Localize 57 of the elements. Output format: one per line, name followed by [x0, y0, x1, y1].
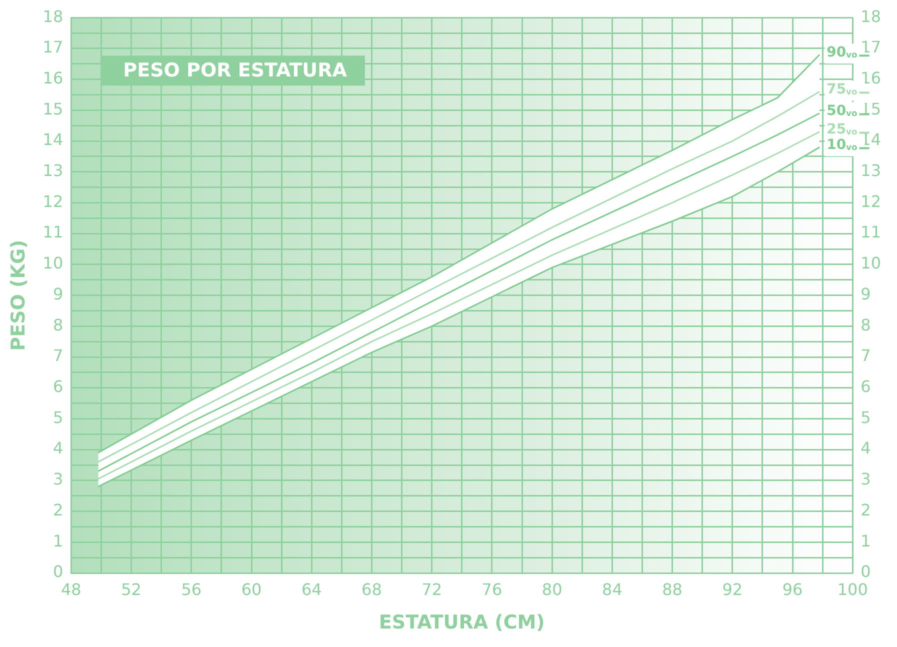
- y-tick-label: 6: [52, 377, 64, 396]
- y-tick-label: 10: [42, 254, 64, 273]
- y-tick-label: 8: [52, 315, 64, 334]
- y-tick-label: 18: [42, 6, 64, 26]
- y-tick-label: 9: [52, 284, 64, 304]
- legend-label: 25vo: [826, 121, 858, 138]
- x-tick-label: 52: [121, 580, 142, 599]
- y2-tick-label: 2: [860, 500, 871, 520]
- y-tick-label: 12: [42, 192, 64, 211]
- y-tick-label: 15: [42, 99, 64, 118]
- x-tick-label: 96: [782, 580, 803, 599]
- y2-tick-label: 10: [860, 254, 881, 273]
- text: PESO POR ESTATURA: [123, 60, 348, 82]
- x-tick-label: 60: [241, 580, 262, 599]
- y2-tick-label: 13: [860, 161, 881, 180]
- y-tick-label: 7: [52, 346, 64, 366]
- x-tick-label: 80: [542, 580, 562, 599]
- y2-tick-label: 12: [860, 192, 881, 211]
- y2-tick-label: 4: [860, 438, 871, 458]
- x-tick-label: 88: [662, 580, 682, 599]
- legend-label: 10vo: [826, 136, 858, 153]
- x-tick-label: 48: [60, 580, 82, 599]
- x-tick-label: 92: [722, 580, 743, 599]
- y2-tick-label: 1: [860, 531, 871, 550]
- y-tick-label: 11: [42, 222, 64, 242]
- x-tick-label: 100: [837, 580, 868, 599]
- x-axis-title: ESTATURA (CM): [378, 612, 545, 634]
- y-tick-label: 1: [52, 531, 64, 550]
- y-axis-title: PESO (KG): [7, 240, 30, 351]
- y2-tick-label: 5: [860, 408, 871, 427]
- y2-tick-label: 18: [860, 6, 881, 26]
- legend-label: 50vo: [826, 102, 858, 119]
- y2-tick-label: 0: [860, 562, 871, 582]
- y2-tick-label: 8: [860, 315, 871, 334]
- x-tick-label: 84: [602, 580, 622, 599]
- y2-tick-label: 11: [860, 222, 881, 242]
- y-tick-label: 5: [52, 408, 64, 427]
- legend-label: 75vo: [826, 81, 858, 98]
- y-tick-label: 4: [52, 438, 64, 458]
- y2-tick-label: 16: [860, 68, 881, 88]
- y2-tick-label: 3: [860, 470, 871, 489]
- x-tick-label: 76: [482, 580, 502, 599]
- y2-tick-label: 9: [860, 284, 871, 304]
- y-tick-label: 3: [52, 470, 64, 489]
- x-tick-label: 56: [181, 580, 202, 599]
- x-tick-label: 72: [422, 580, 442, 599]
- y-tick-label: 13: [42, 161, 64, 180]
- y-tick-label: 16: [42, 68, 64, 88]
- y2-tick-label: 7: [860, 346, 871, 366]
- y-tick-label: 0: [52, 562, 64, 582]
- x-tick-label: 64: [301, 580, 322, 599]
- y-tick-label: 17: [42, 38, 64, 57]
- y2-tick-label: 6: [860, 377, 871, 396]
- x-tick-label: 68: [362, 580, 382, 599]
- legend-label: 90vo: [826, 44, 858, 60]
- y-tick-label: 14: [42, 130, 64, 150]
- y-tick-label: 2: [52, 500, 64, 520]
